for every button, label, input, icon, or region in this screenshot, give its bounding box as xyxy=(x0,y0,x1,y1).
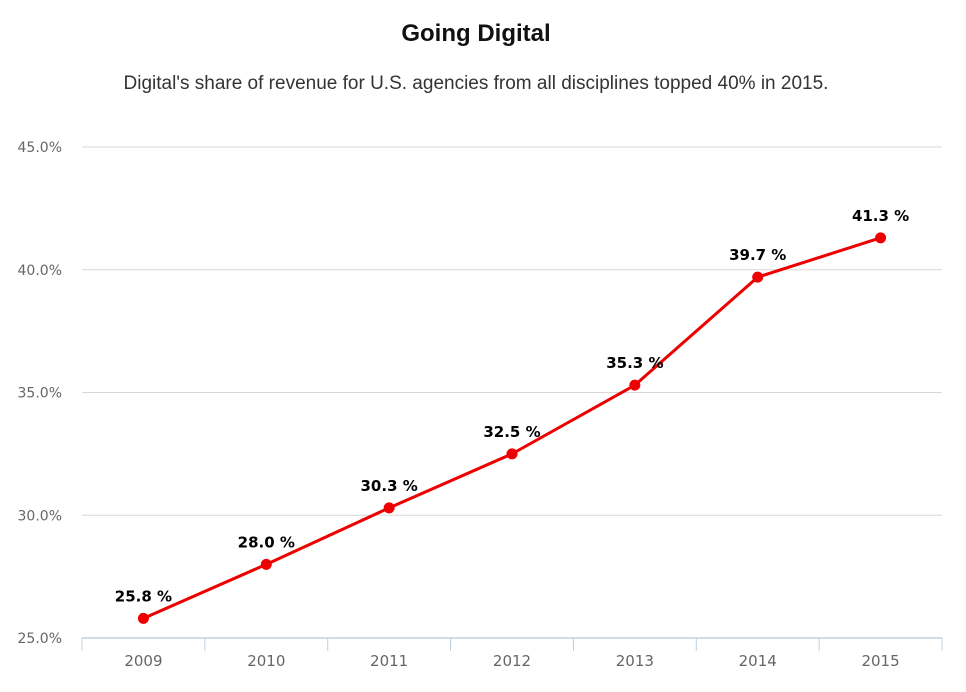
chart-title: Going Digital xyxy=(401,20,551,47)
data-point xyxy=(875,232,887,244)
data-point xyxy=(383,502,395,514)
data-label: 39.7 % xyxy=(729,246,786,264)
y-tick-label: 25.0% xyxy=(18,631,62,647)
y-tick-label: 45.0% xyxy=(18,140,62,156)
data-label: 35.3 % xyxy=(606,354,663,372)
x-tick-label: 2011 xyxy=(370,652,408,670)
y-tick-label: 35.0% xyxy=(18,386,62,402)
data-point xyxy=(752,271,764,283)
data-label: 41.3 % xyxy=(852,207,909,225)
x-tick-label: 2010 xyxy=(247,652,285,670)
data-label: 32.5 % xyxy=(483,423,540,441)
data-point xyxy=(260,558,272,570)
x-tick-label: 2012 xyxy=(493,652,531,670)
y-tick-label: 30.0% xyxy=(18,508,62,524)
chart-subtitle: Digital's share of revenue for U.S. agen… xyxy=(123,73,829,94)
data-label: 25.8 % xyxy=(115,587,172,605)
data-label: 30.3 % xyxy=(361,477,418,495)
data-point xyxy=(137,612,149,624)
x-tick-label: 2013 xyxy=(616,652,654,670)
data-label: 28.0 % xyxy=(238,533,295,551)
y-tick-label: 40.0% xyxy=(18,263,62,279)
x-tick-label: 2009 xyxy=(124,652,162,670)
data-point xyxy=(629,379,641,391)
x-tick-label: 2014 xyxy=(739,652,777,670)
data-point xyxy=(506,448,518,460)
x-tick-label: 2015 xyxy=(861,652,899,670)
